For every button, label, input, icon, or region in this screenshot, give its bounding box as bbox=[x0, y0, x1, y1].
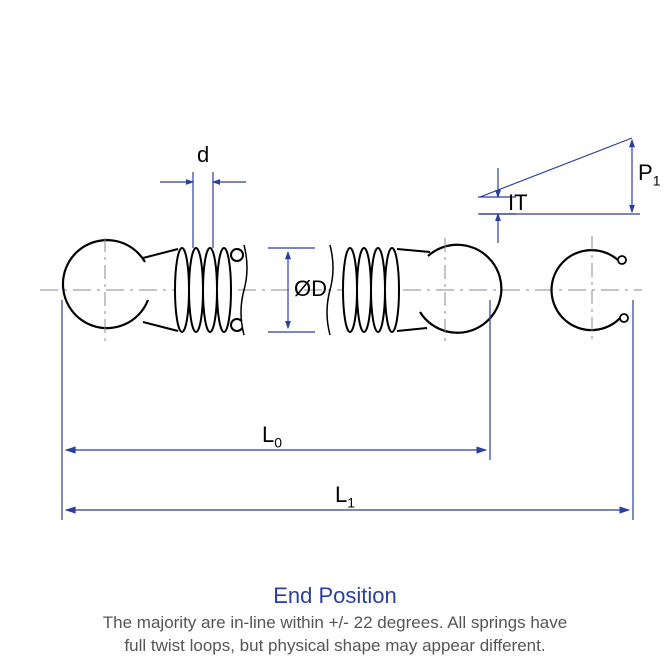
caption-line1: The majority are in-line within +/- 22 d… bbox=[103, 613, 567, 632]
label-P1-sub: 1 bbox=[653, 172, 661, 188]
label-D: ØD bbox=[294, 276, 327, 302]
label-d: d bbox=[197, 142, 209, 168]
caption-text: The majority are in-line within +/- 22 d… bbox=[0, 612, 670, 658]
left-coils bbox=[175, 245, 247, 335]
label-P1-main: P bbox=[638, 160, 653, 185]
dim-P1 bbox=[480, 138, 640, 214]
label-L1: L1 bbox=[335, 482, 355, 510]
label-L0-main: L bbox=[262, 422, 274, 447]
label-L1-sub: 1 bbox=[347, 494, 355, 510]
label-P1: P1 bbox=[638, 160, 660, 188]
caption-title: End Position bbox=[0, 583, 670, 609]
label-L1-main: L bbox=[335, 482, 347, 507]
diagram-svg bbox=[0, 0, 670, 670]
spring-diagram: d ØD IT P1 L0 L1 bbox=[0, 0, 670, 670]
label-L0: L0 bbox=[262, 422, 282, 450]
caption-line2: full twist loops, but physical shape may… bbox=[124, 636, 545, 655]
label-IT: IT bbox=[508, 190, 528, 216]
dim-d bbox=[160, 172, 246, 248]
label-L0-sub: 0 bbox=[274, 434, 282, 450]
